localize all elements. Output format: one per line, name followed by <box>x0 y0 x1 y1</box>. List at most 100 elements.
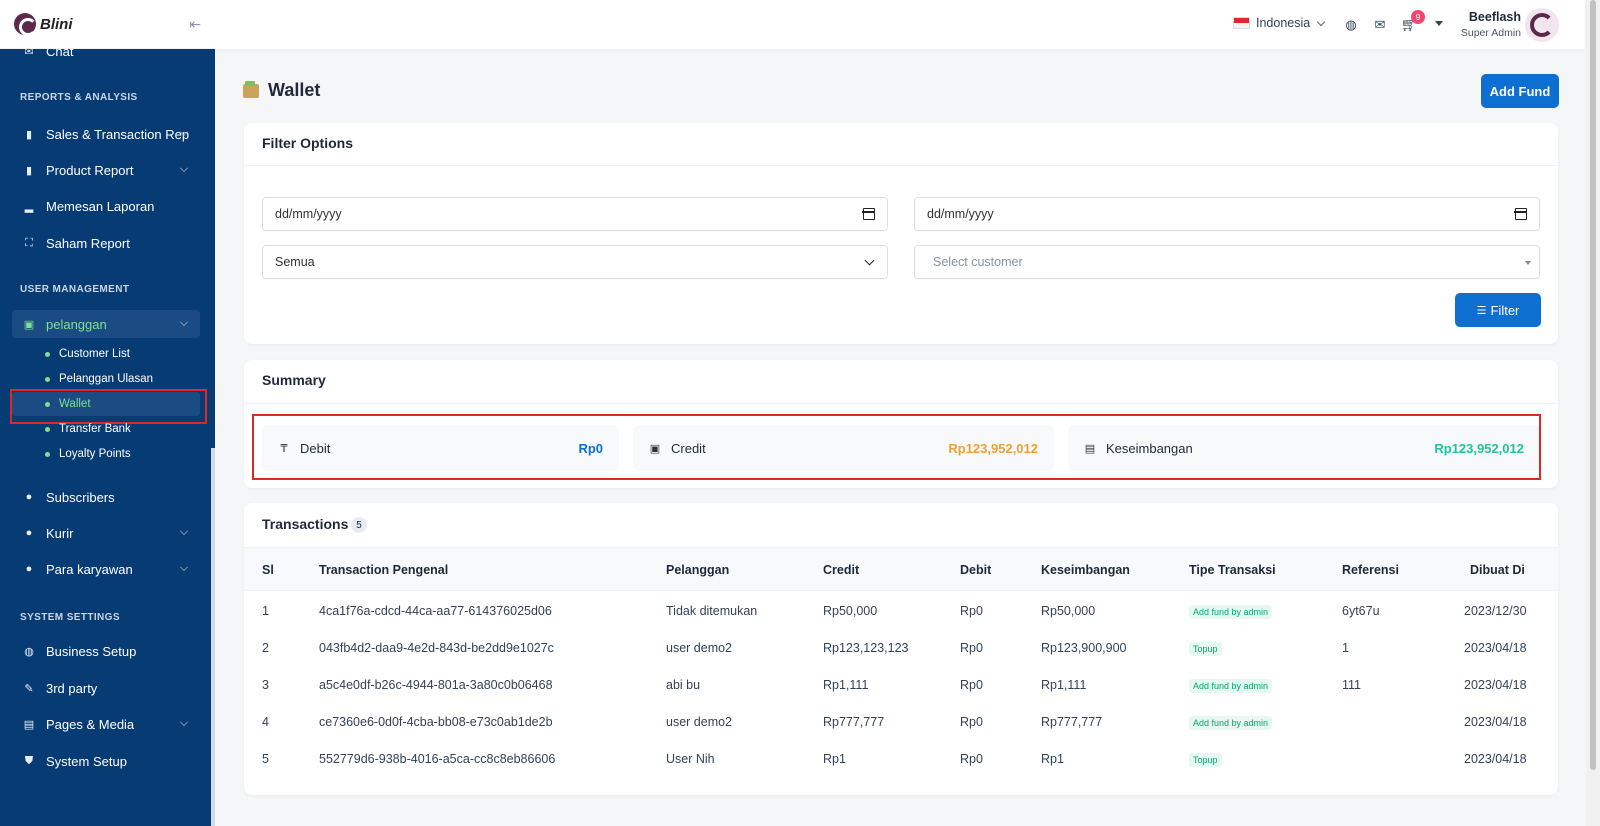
collapse-sidebar-icon[interactable]: ⇤ <box>189 15 201 32</box>
sidebar-scrollbar[interactable] <box>211 448 215 826</box>
cell-transaction-id: 4ca1f76a-cdcd-44ca-aa77-614376025d06 <box>319 604 552 618</box>
cell-sl: 4 <box>262 715 269 729</box>
avatar[interactable] <box>1525 8 1559 42</box>
date-from-value: dd/mm/yyyy <box>275 207 342 221</box>
sidebar-subitem-loyalty-points[interactable]: Loyalty Points <box>12 442 200 466</box>
sidebar-item-business-setup[interactable]: ◍ Business Setup <box>12 637 200 665</box>
cell-created-at: 2023/04/18 <box>1464 715 1527 729</box>
cell-sl: 1 <box>262 604 269 618</box>
sidebar-subitem-transfer-bank[interactable]: Transfer Bank <box>12 417 200 441</box>
sidebar-item-label: Para karyawan <box>46 561 133 577</box>
sidebar-item-label: pelanggan <box>46 316 107 332</box>
transaction-type-badge: Topup <box>1189 642 1222 656</box>
sidebar-item-memesan-laporan[interactable]: ▂ Memesan Laporan <box>12 192 200 220</box>
expand-icon: ⛶ <box>25 236 33 249</box>
column-header[interactable]: Tipe Transaksi <box>1189 563 1276 577</box>
pages-icon: ▤ <box>23 718 35 731</box>
sidebar-subitem-pelanggan-ulasan[interactable]: Pelanggan Ulasan <box>12 367 200 391</box>
date-from-input[interactable]: dd/mm/yyyy <box>262 197 888 231</box>
sidebar-subitem-customer-list[interactable]: Customer List <box>12 342 200 366</box>
sidebar-item-system-setup[interactable]: ⛊ System Setup <box>12 747 200 775</box>
language-selector[interactable]: Indonesia <box>1233 16 1326 30</box>
summary-credit-label: Credit <box>671 440 706 456</box>
sidebar-subitem-wallet[interactable]: Wallet <box>12 392 200 416</box>
chevron-down-icon <box>180 527 188 535</box>
table-header: Sl Transaction Pengenal Pelanggan Credit… <box>244 547 1558 591</box>
language-label: Indonesia <box>1256 16 1311 30</box>
bullet-icon <box>45 351 50 357</box>
globe-icon[interactable]: ◍ <box>1345 17 1357 32</box>
cell-created-at: 2023/04/18 <box>1464 678 1527 692</box>
wrench-icon: ✎ <box>24 682 34 695</box>
cell-balance: Rp1,111 <box>1041 678 1087 692</box>
page-scrollbar-thumb[interactable] <box>1590 0 1596 770</box>
brand-logo[interactable]: Blini <box>14 13 73 36</box>
sidebar-item-sales-report[interactable]: ▮ Sales & Transaction Rep <box>12 120 200 148</box>
sidebar-item-product-report[interactable]: ▮ Product Report <box>12 156 200 184</box>
sidebar-item-kurir[interactable]: ● Kurir <box>12 519 200 547</box>
divider <box>244 165 1558 166</box>
cell-debit: Rp0 <box>960 752 983 766</box>
date-to-input[interactable]: dd/mm/yyyy <box>914 197 1540 231</box>
cell-balance: Rp777,777 <box>1041 715 1103 729</box>
customer-select[interactable]: Select customer <box>914 245 1540 279</box>
calendar-icon[interactable] <box>1514 208 1527 220</box>
transaction-type-badge: Topup <box>1189 753 1222 767</box>
cell-customer: User Nih <box>666 752 715 766</box>
cell-balance: Rp50,000 <box>1041 604 1096 618</box>
caret-down-icon[interactable] <box>1435 21 1443 26</box>
cell-debit: Rp0 <box>960 715 983 729</box>
add-fund-button[interactable]: Add Fund <box>1481 74 1559 108</box>
shield-icon: ⛊ <box>24 754 34 767</box>
column-header[interactable]: Dibuat Di <box>1470 563 1525 577</box>
column-header[interactable]: Debit <box>960 563 992 577</box>
sidebar-item-saham-report[interactable]: ⛶ Saham Report <box>12 229 200 257</box>
column-header[interactable]: Sl <box>262 563 274 577</box>
filter-button[interactable]: ☰ Filter <box>1455 293 1541 327</box>
sidebar-item-3rd-party[interactable]: ✎ 3rd party <box>12 674 200 702</box>
cell-customer: Tidak ditemukan <box>666 604 758 618</box>
cart-count-badge: 9 <box>1411 10 1425 24</box>
cell-created-at: 2023/04/18 <box>1464 752 1527 766</box>
mail-icon[interactable]: ✉ <box>1374 17 1386 32</box>
sidebar-item-para-karyawan[interactable]: ● Para karyawan <box>12 555 200 583</box>
bullet-icon <box>45 376 50 382</box>
sidebar-item-label: Kurir <box>46 525 74 541</box>
summary-debit-label: Debit <box>300 440 331 456</box>
flag-indonesia-icon <box>1233 17 1250 29</box>
sidebar-subitem-label: Transfer Bank <box>59 423 131 435</box>
section-users-title: USER MANAGEMENT <box>20 284 130 295</box>
sidebar-item-subscribers[interactable]: ● Subscribers <box>12 483 200 511</box>
balance-icon: ▤ <box>1084 442 1096 455</box>
summary-debit: ₸ Debit Rp0 <box>262 425 619 471</box>
cell-reference: 6yt67u <box>1342 604 1380 618</box>
sidebar-item-label: Pages & Media <box>46 716 135 732</box>
cell-sl: 3 <box>262 678 269 692</box>
summary-card-title: Summary <box>262 372 326 388</box>
sidebar-item-label: Product Report <box>46 162 134 178</box>
page-scrollbar[interactable] <box>1586 0 1600 826</box>
column-header[interactable]: Transaction Pengenal <box>319 563 449 577</box>
sidebar-menu: ✉ Chat REPORTS & ANALYSIS ▮ Sales & Tran… <box>0 0 215 826</box>
summary-balance-value: Rp123,952,012 <box>1434 440 1524 456</box>
summary-balance-label: Keseimbangan <box>1106 440 1193 456</box>
column-header[interactable]: Referensi <box>1342 563 1399 577</box>
page-title-text: Wallet <box>268 80 321 100</box>
column-header[interactable]: Pelanggan <box>666 563 730 577</box>
sidebar-item-label: 3rd party <box>46 680 98 696</box>
transaction-type-select[interactable]: Semua <box>262 245 888 279</box>
column-header[interactable]: Keseimbangan <box>1041 563 1130 577</box>
sidebar: ✉ Chat REPORTS & ANALYSIS ▮ Sales & Tran… <box>0 0 215 826</box>
user-name: Beeflash <box>1468 10 1521 24</box>
filter-card: Filter Options dd/mm/yyyy dd/mm/yyyy Sem… <box>244 123 1558 344</box>
cell-debit: Rp0 <box>960 678 983 692</box>
column-header[interactable]: Credit <box>823 563 860 577</box>
sidebar-item-pages-media[interactable]: ▤ Pages & Media <box>12 710 200 738</box>
sidebar-item-pelanggan[interactable]: ▣ pelanggan <box>12 310 200 338</box>
filter-card-title: Filter Options <box>262 135 353 151</box>
transactions-card: Transactions 5 Sl Transaction Pengenal P… <box>244 503 1558 795</box>
calendar-icon[interactable] <box>862 208 875 220</box>
table-row: 2 043fb4d2-daa9-4e2d-843d-be2dd9e1027c u… <box>244 630 1558 667</box>
cell-debit: Rp0 <box>960 604 983 618</box>
logo-icon <box>14 13 37 36</box>
